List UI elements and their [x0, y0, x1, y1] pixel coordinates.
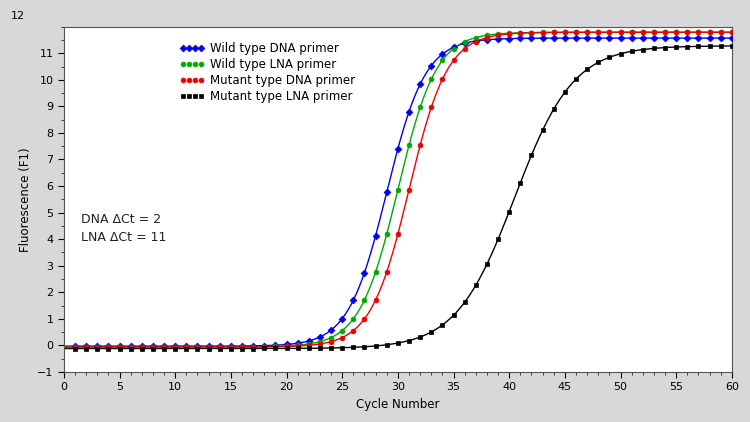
Mutant type LNA primer	[482, 262, 491, 267]
Mutant type LNA primer	[293, 346, 302, 351]
Mutant type DNA primer	[182, 344, 190, 349]
Mutant type DNA primer	[282, 344, 291, 349]
Mutant type LNA primer	[70, 346, 80, 351]
Wild type DNA primer	[70, 344, 80, 349]
Mutant type DNA primer	[293, 344, 302, 349]
Wild type LNA primer	[70, 344, 80, 349]
Wild type DNA primer	[282, 342, 291, 347]
X-axis label: Cycle Number: Cycle Number	[356, 398, 440, 411]
Mutant type DNA primer	[728, 30, 736, 35]
Text: 12: 12	[11, 11, 26, 21]
Line: Mutant type DNA primer: Mutant type DNA primer	[73, 30, 734, 349]
Y-axis label: Fluorescence (F1): Fluorescence (F1)	[19, 147, 32, 252]
Wild type DNA primer	[238, 344, 247, 349]
Mutant type LNA primer	[182, 346, 190, 351]
Wild type LNA primer	[182, 344, 190, 349]
Mutant type LNA primer	[282, 346, 291, 351]
Mutant type DNA primer	[238, 344, 247, 349]
Wild type LNA primer	[293, 343, 302, 348]
Wild type DNA primer	[293, 341, 302, 346]
Wild type DNA primer	[260, 343, 268, 348]
Wild type DNA primer	[728, 35, 736, 41]
Legend: Wild type DNA primer, Wild type LNA primer, Mutant type DNA primer, Mutant type : Wild type DNA primer, Wild type LNA prim…	[177, 40, 357, 105]
Mutant type LNA primer	[260, 346, 268, 351]
Text: DNA ΔCt = 2
LNA ΔCt = 11: DNA ΔCt = 2 LNA ΔCt = 11	[80, 213, 166, 243]
Line: Wild type DNA primer: Wild type DNA primer	[73, 35, 734, 349]
Mutant type LNA primer	[238, 346, 247, 351]
Wild type LNA primer	[728, 30, 736, 35]
Mutant type LNA primer	[728, 43, 736, 49]
Line: Mutant type LNA primer: Mutant type LNA primer	[73, 44, 734, 351]
Wild type LNA primer	[260, 344, 268, 349]
Wild type LNA primer	[238, 344, 247, 349]
Mutant type DNA primer	[260, 344, 268, 349]
Wild type DNA primer	[482, 37, 491, 42]
Mutant type DNA primer	[70, 344, 80, 349]
Wild type LNA primer	[282, 344, 291, 349]
Wild type LNA primer	[482, 33, 491, 38]
Mutant type DNA primer	[482, 35, 491, 40]
Wild type DNA primer	[182, 344, 190, 349]
Line: Wild type LNA primer: Wild type LNA primer	[73, 30, 734, 349]
